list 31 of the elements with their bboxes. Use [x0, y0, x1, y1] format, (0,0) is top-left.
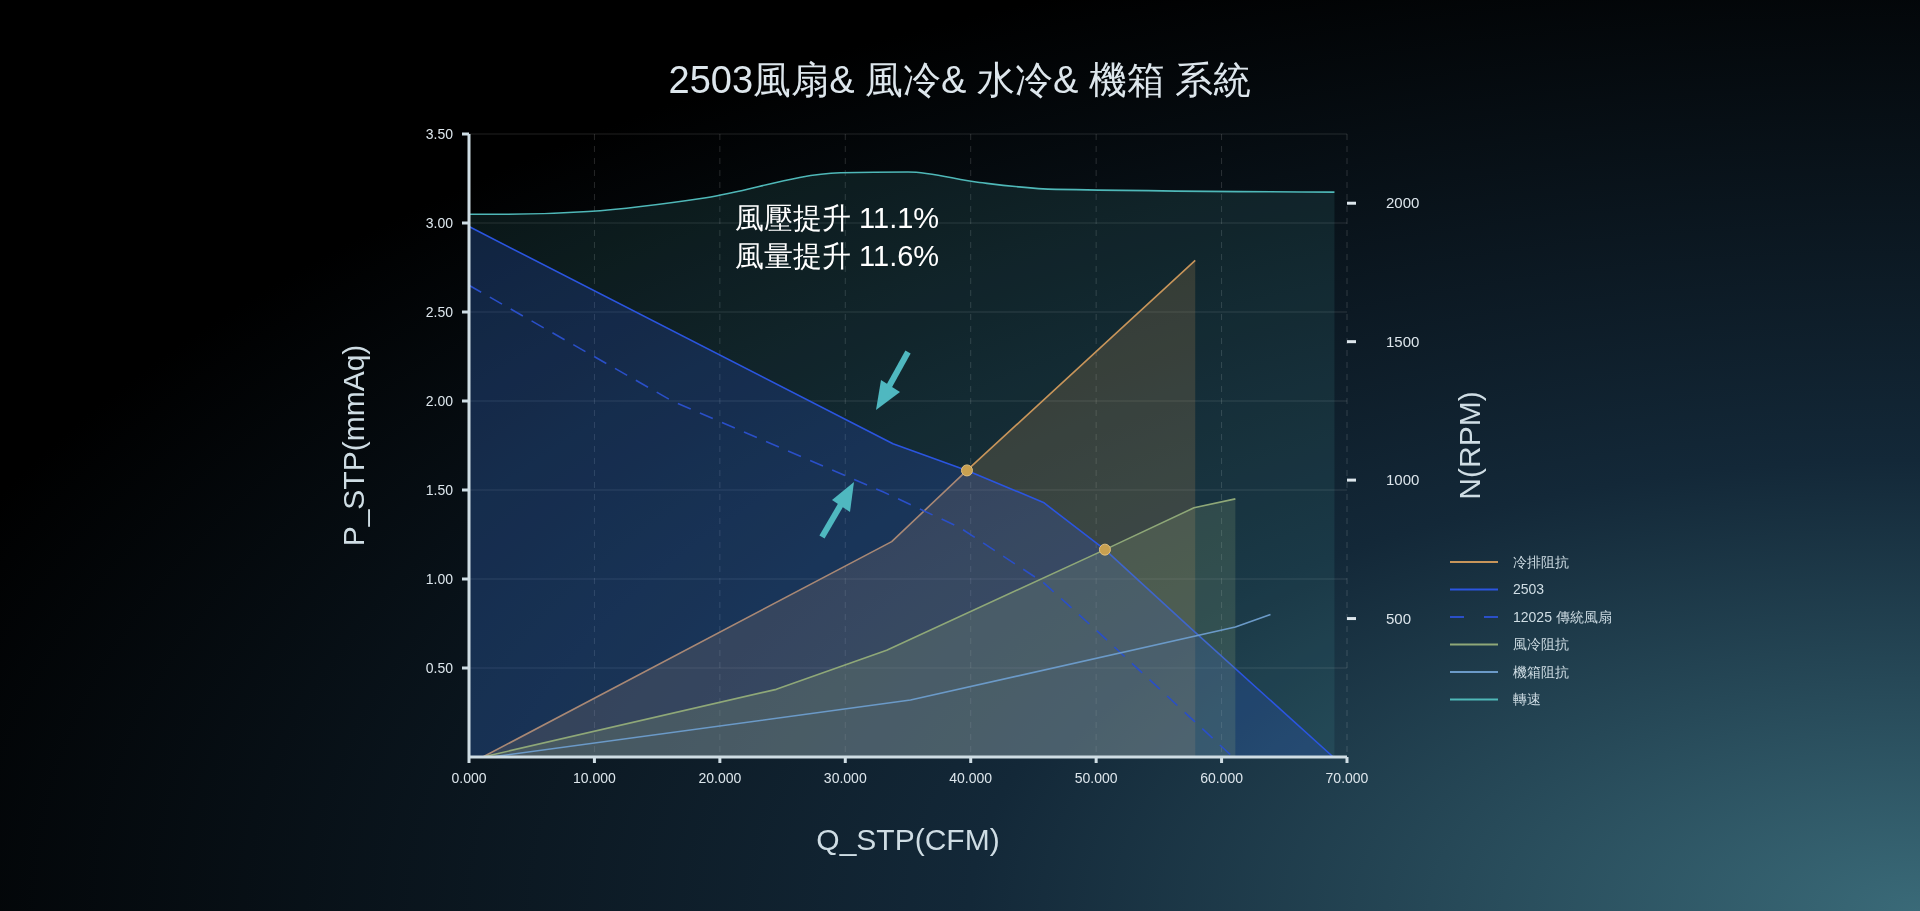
x-tick-label: 10.000	[573, 770, 617, 786]
y-tick-label: 2.00	[425, 392, 454, 409]
legend-label: 機箱阻抗	[1513, 663, 1569, 680]
y-axis-title: P_STP(mmAq)	[337, 344, 370, 547]
legend-label: 2503	[1513, 581, 1545, 598]
legend-label: 風冷阻抗	[1513, 636, 1569, 653]
y2-tick-label: 1000	[1386, 471, 1420, 489]
y2-axis-title: N(RPM)	[1453, 391, 1486, 500]
x-axis-title: Q_STP(CFM)	[816, 823, 1000, 856]
legend-label: 12025 傳統風扇	[1513, 608, 1612, 625]
x-tick-label: 60.000	[1200, 770, 1244, 786]
annotation: 風量提升 11.6%	[735, 240, 940, 272]
annotation: 風壓提升 11.1%	[735, 202, 940, 234]
y-tick-label: 2.50	[425, 303, 454, 320]
y2-tick-label: 1500	[1386, 332, 1420, 350]
y-tick-label: 3.50	[425, 125, 454, 142]
y-tick-label: 1.00	[425, 570, 454, 587]
x-tick-label: 0.000	[451, 770, 487, 786]
legend-label: 冷排阻抗	[1513, 553, 1569, 570]
x-tick-label: 40.000	[949, 770, 993, 786]
x-tick-label: 20.000	[698, 770, 742, 786]
y-tick-label: 3.00	[425, 214, 454, 231]
x-tick-label: 50.000	[1074, 770, 1118, 786]
x-tick-label: 30.000	[823, 770, 867, 786]
x-tick-label: 70.000	[1325, 770, 1369, 786]
y-tick-label: 1.50	[425, 481, 454, 498]
y-tick-label: 0.50	[425, 659, 454, 676]
chart-title: 2503風扇& 風冷& 水冷& 機箱 系統	[668, 59, 1252, 101]
y2-tick-label: 500	[1386, 609, 1412, 627]
legend-label: 轉速	[1513, 691, 1541, 708]
y2-tick-label: 2000	[1386, 194, 1420, 212]
